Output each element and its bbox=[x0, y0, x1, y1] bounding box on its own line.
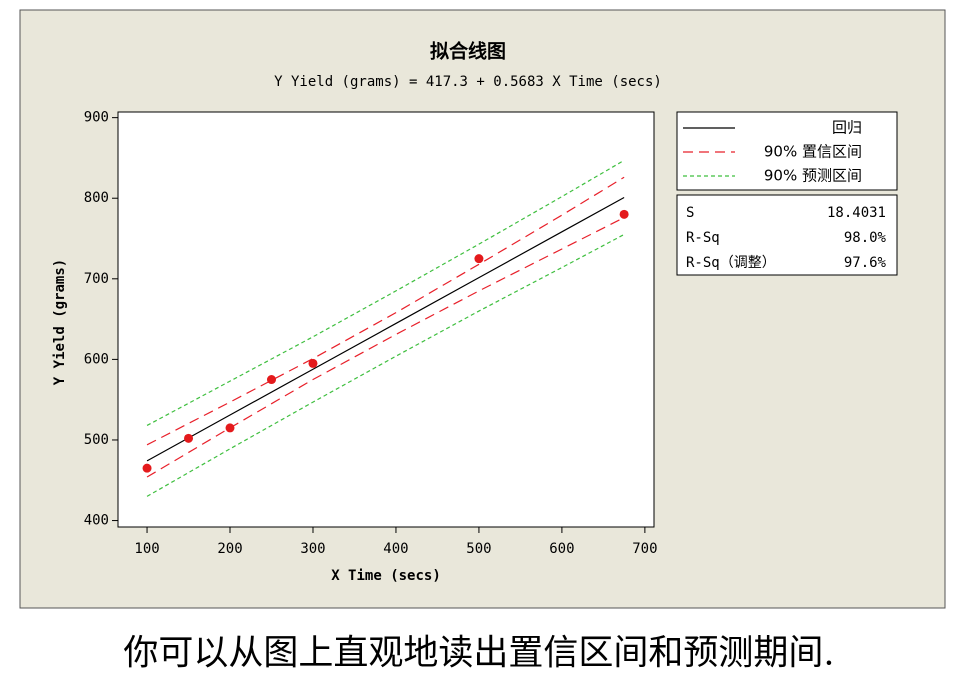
y-axis-label: Y Yield (grams) bbox=[52, 259, 68, 385]
series-line bbox=[146, 196, 625, 462]
stats-box bbox=[676, 194, 898, 276]
stat-value: 18.4031 bbox=[827, 205, 886, 221]
series-line bbox=[146, 159, 625, 426]
stat-name: S bbox=[686, 205, 694, 221]
y-tick-label: 700 bbox=[84, 271, 109, 287]
x-tick-label: 200 bbox=[217, 541, 242, 557]
stat-name: R-Sq bbox=[686, 230, 720, 246]
data-point bbox=[308, 358, 318, 368]
data-point bbox=[142, 463, 152, 473]
y-tick-label: 900 bbox=[84, 110, 109, 126]
x-tick-label: 700 bbox=[632, 541, 657, 557]
x-tick-label: 500 bbox=[466, 541, 491, 557]
caption: 你可以从图上直观地读出置信区间和预测期间. bbox=[123, 634, 834, 674]
legend-label: 90% 预测区间 bbox=[764, 167, 862, 185]
y-tick-label: 500 bbox=[84, 432, 109, 448]
x-tick-label: 300 bbox=[300, 541, 325, 557]
x-tick-label: 600 bbox=[549, 541, 574, 557]
plot-area bbox=[117, 111, 655, 528]
data-point bbox=[266, 375, 276, 385]
legend bbox=[676, 111, 898, 191]
y-tick-label: 600 bbox=[84, 351, 109, 367]
data-point bbox=[474, 254, 484, 264]
chart-title: 拟合线图 bbox=[430, 40, 506, 63]
data-point bbox=[184, 433, 194, 443]
y-tick-label: 800 bbox=[84, 190, 109, 206]
y-tick-label: 400 bbox=[84, 513, 109, 529]
x-tick-label: 400 bbox=[383, 541, 408, 557]
chart-subtitle: Y Yield (grams) = 417.3 + 0.5683 X Time … bbox=[274, 74, 662, 90]
series-line bbox=[146, 176, 625, 446]
data-point bbox=[225, 423, 235, 433]
x-axis-label: X Time (secs) bbox=[331, 568, 441, 584]
stat-value: 98.0% bbox=[844, 230, 887, 246]
stat-name: R-Sq（调整） bbox=[686, 255, 776, 271]
stat-value: 97.6% bbox=[844, 255, 887, 271]
legend-label: 回归 bbox=[832, 119, 862, 137]
legend-label: 90% 置信区间 bbox=[764, 143, 862, 161]
data-point bbox=[619, 209, 629, 219]
x-tick-label: 100 bbox=[134, 541, 159, 557]
